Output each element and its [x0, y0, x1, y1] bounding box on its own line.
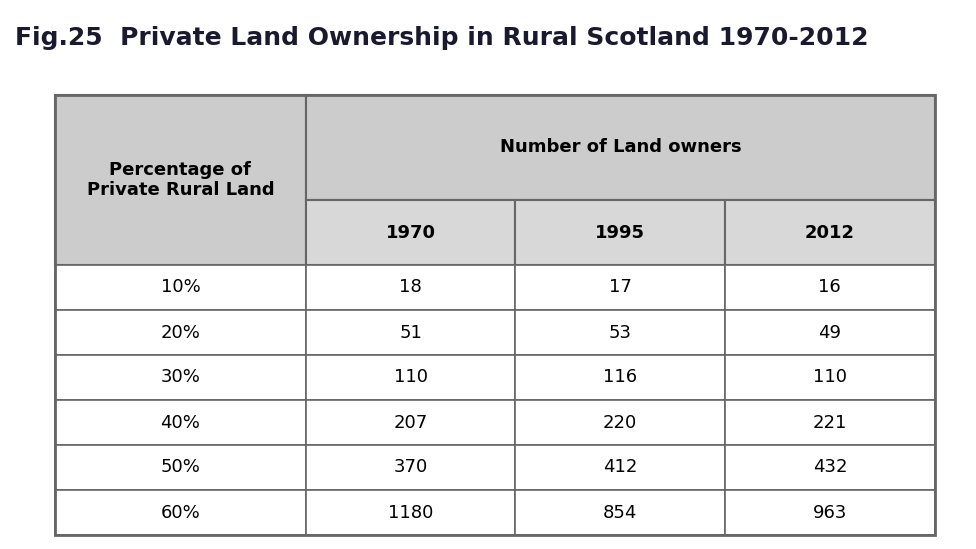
Text: 53: 53	[608, 323, 631, 341]
Bar	[305, 400, 515, 445]
Bar	[724, 310, 935, 355]
Text: 50%: 50%	[160, 458, 200, 477]
Text: 20%: 20%	[160, 323, 200, 341]
Bar	[515, 400, 724, 445]
Bar	[515, 445, 724, 490]
Text: 49: 49	[818, 323, 841, 341]
Text: 17: 17	[608, 278, 631, 296]
Text: Fig.25  Private Land Ownership in Rural Scotland 1970-2012: Fig.25 Private Land Ownership in Rural S…	[15, 26, 869, 50]
Bar	[305, 310, 515, 355]
Text: 51: 51	[399, 323, 422, 341]
Bar	[724, 355, 935, 400]
Bar	[724, 200, 935, 265]
Bar	[305, 445, 515, 490]
Bar	[55, 490, 305, 535]
Bar	[305, 200, 515, 265]
Text: 221: 221	[813, 413, 847, 432]
Bar	[515, 310, 724, 355]
Bar	[55, 355, 305, 400]
Bar	[515, 355, 724, 400]
Bar	[724, 445, 935, 490]
Text: 854: 854	[603, 503, 637, 522]
Bar	[55, 445, 305, 490]
Text: 1180: 1180	[387, 503, 433, 522]
Text: 432: 432	[813, 458, 847, 477]
Text: 60%: 60%	[160, 503, 200, 522]
Text: 412: 412	[603, 458, 637, 477]
Bar	[55, 310, 305, 355]
Text: 2012: 2012	[805, 223, 855, 242]
Text: 18: 18	[399, 278, 422, 296]
Text: 110: 110	[393, 368, 427, 386]
Bar	[305, 265, 515, 310]
Bar	[305, 355, 515, 400]
Text: 220: 220	[603, 413, 637, 432]
Text: 10%: 10%	[160, 278, 200, 296]
Bar	[515, 265, 724, 310]
Bar	[305, 490, 515, 535]
Bar	[724, 265, 935, 310]
Text: 370: 370	[393, 458, 427, 477]
Bar	[515, 200, 724, 265]
Text: 16: 16	[819, 278, 841, 296]
Text: 1970: 1970	[386, 223, 435, 242]
Text: 963: 963	[813, 503, 847, 522]
Text: Percentage of: Percentage of	[109, 161, 252, 179]
Bar	[305, 95, 935, 200]
Text: 207: 207	[393, 413, 427, 432]
Text: Private Rural Land: Private Rural Land	[87, 181, 274, 199]
Text: 110: 110	[813, 368, 847, 386]
Text: 1995: 1995	[595, 223, 645, 242]
Text: 116: 116	[603, 368, 637, 386]
Bar	[55, 95, 935, 535]
Text: 40%: 40%	[160, 413, 200, 432]
Bar	[55, 95, 305, 265]
Bar	[55, 265, 305, 310]
Text: 30%: 30%	[160, 368, 200, 386]
Text: Number of Land owners: Number of Land owners	[500, 138, 741, 156]
Bar	[515, 490, 724, 535]
Bar	[724, 400, 935, 445]
Bar	[724, 490, 935, 535]
Bar	[55, 400, 305, 445]
